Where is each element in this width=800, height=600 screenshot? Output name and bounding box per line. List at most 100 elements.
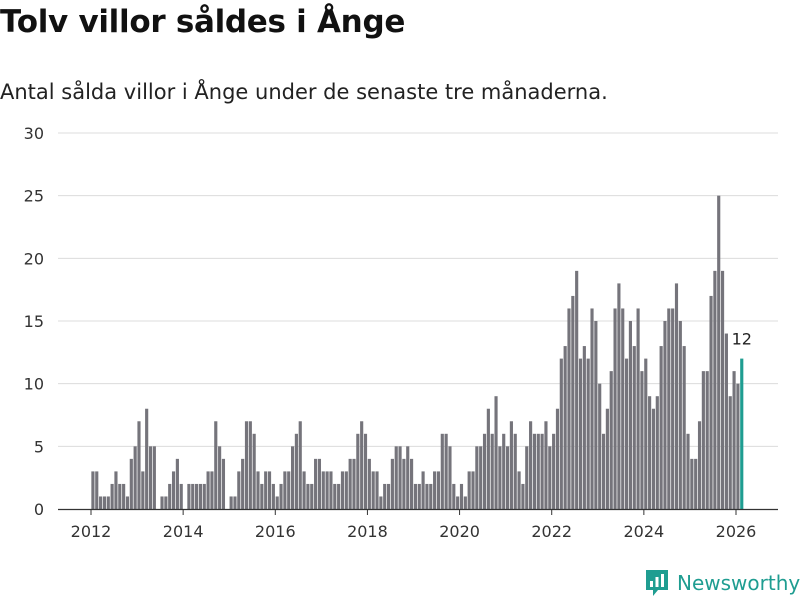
bar bbox=[705, 371, 709, 509]
bar bbox=[287, 471, 291, 509]
bar bbox=[648, 396, 652, 509]
y-tick-label: 0 bbox=[34, 500, 44, 519]
bar bbox=[356, 433, 360, 509]
y-tick-label: 15 bbox=[24, 312, 44, 331]
bar bbox=[375, 471, 379, 509]
bar bbox=[529, 421, 533, 509]
bar bbox=[598, 383, 602, 509]
bar bbox=[187, 483, 191, 509]
bar bbox=[206, 471, 210, 509]
bar bbox=[367, 458, 371, 509]
bar bbox=[540, 433, 544, 509]
bar bbox=[314, 458, 318, 509]
bar bbox=[717, 195, 721, 509]
bar bbox=[521, 483, 525, 509]
bar bbox=[279, 483, 283, 509]
bar bbox=[582, 346, 586, 509]
highlight-bar bbox=[740, 358, 744, 509]
bar bbox=[567, 308, 571, 509]
bar bbox=[440, 433, 444, 509]
bar bbox=[371, 471, 375, 509]
bar bbox=[421, 471, 425, 509]
bar bbox=[697, 421, 702, 509]
newsworthy-logo[interactable]: Newsworthy bbox=[644, 568, 800, 598]
bar bbox=[133, 446, 137, 509]
bar bbox=[701, 371, 705, 509]
bar bbox=[559, 358, 563, 509]
bar bbox=[690, 458, 694, 509]
bar bbox=[129, 458, 133, 509]
bar bbox=[448, 446, 452, 509]
bar bbox=[321, 471, 325, 509]
bar bbox=[425, 483, 429, 509]
bar bbox=[122, 483, 126, 509]
bar bbox=[221, 458, 226, 509]
bar bbox=[275, 496, 279, 509]
bar bbox=[525, 446, 529, 509]
grid-lines bbox=[58, 132, 778, 447]
bar bbox=[456, 496, 460, 509]
bar bbox=[590, 308, 594, 509]
x-tick-label: 2018 bbox=[347, 522, 388, 541]
bar bbox=[471, 471, 475, 509]
bar bbox=[671, 308, 675, 509]
bar bbox=[290, 446, 295, 509]
bar bbox=[198, 483, 202, 509]
bar bbox=[601, 433, 606, 509]
bar bbox=[609, 371, 613, 509]
x-tick-label: 2026 bbox=[716, 522, 757, 541]
bar bbox=[110, 483, 114, 509]
bar bbox=[352, 458, 356, 509]
bar bbox=[628, 321, 632, 509]
bar bbox=[114, 471, 118, 509]
bar bbox=[659, 346, 663, 509]
bar bbox=[651, 408, 656, 509]
bar bbox=[732, 371, 736, 509]
bar bbox=[218, 446, 222, 509]
bar bbox=[578, 358, 583, 509]
bar bbox=[195, 483, 199, 509]
bar bbox=[436, 471, 441, 509]
chart-title: Tolv villor såldes i Ånge bbox=[0, 4, 406, 40]
bar bbox=[505, 446, 510, 509]
bar bbox=[563, 346, 567, 509]
bar bbox=[237, 471, 241, 509]
x-axis: 2012 2014 2016 2018 2020 2022 2024 2026 bbox=[58, 508, 778, 541]
bar bbox=[102, 496, 107, 509]
bar bbox=[298, 421, 302, 509]
bar bbox=[621, 308, 625, 509]
bar bbox=[555, 408, 560, 509]
bar bbox=[152, 446, 156, 509]
bar bbox=[494, 396, 498, 509]
bar bbox=[686, 433, 690, 509]
bar bbox=[241, 458, 245, 509]
bar bbox=[337, 483, 341, 509]
bar bbox=[310, 483, 314, 509]
bar bbox=[248, 421, 252, 509]
bar bbox=[724, 333, 728, 509]
bar bbox=[256, 471, 260, 509]
bar bbox=[644, 358, 648, 509]
bar bbox=[720, 270, 725, 509]
bar bbox=[394, 446, 398, 509]
bar bbox=[191, 483, 195, 509]
bar bbox=[467, 471, 471, 509]
bar bbox=[709, 295, 713, 509]
bar bbox=[160, 496, 164, 509]
x-tick-label: 2016 bbox=[255, 522, 296, 541]
bar bbox=[264, 471, 268, 509]
bar bbox=[502, 433, 506, 509]
bar bbox=[348, 458, 352, 509]
bar bbox=[260, 483, 264, 509]
bar bbox=[667, 308, 671, 509]
bar bbox=[463, 496, 467, 509]
bar bbox=[210, 471, 214, 509]
newsworthy-icon bbox=[646, 570, 668, 596]
chart-subtitle: Antal sålda villor i Ånge under de senas… bbox=[0, 80, 608, 104]
x-tick-label: 2012 bbox=[71, 522, 112, 541]
y-axis-ticks: 0 5 10 15 20 25 30 bbox=[24, 124, 44, 519]
bar bbox=[141, 471, 145, 509]
bar bbox=[340, 471, 345, 509]
bar bbox=[410, 458, 414, 509]
x-tick-label: 2014 bbox=[163, 522, 204, 541]
